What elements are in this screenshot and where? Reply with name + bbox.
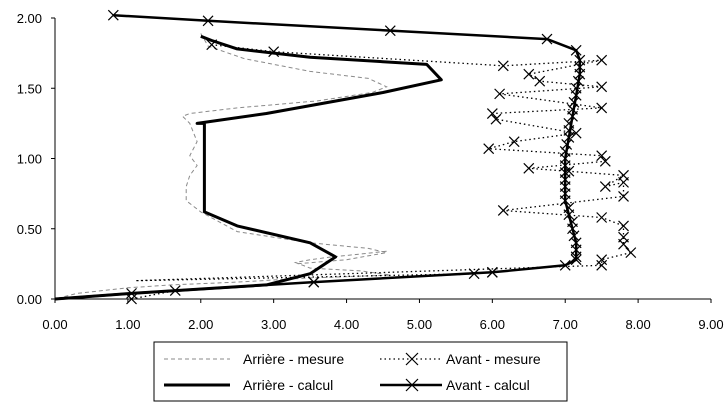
- data-point-avant-mesure: [523, 68, 535, 80]
- legend-label-avant-calcul: Avant - calcul: [446, 377, 530, 393]
- x-tick-label: 5.00: [407, 317, 432, 332]
- y-tick-label: 2.00: [17, 11, 42, 26]
- data-point-avant-calcul: [384, 25, 396, 37]
- series-arriere-calcul: [54, 34, 443, 301]
- x-tick-label: 6.00: [480, 317, 505, 332]
- data-point-avant-mesure: [596, 54, 608, 66]
- legend-label-avant-mesure: Avant - mesure: [446, 351, 541, 367]
- tick-labels: 0.00 1.00 2.00 3.00 4.00 5.00 6.00 7.00 8.00 9.00…: [17, 11, 724, 332]
- data-point-avant-calcul: [559, 195, 571, 207]
- legend-item-avant-mesure: Avant - mesure: [380, 351, 541, 367]
- data-point-avant-mesure: [497, 60, 509, 72]
- data-point-avant-calcul: [572, 75, 584, 87]
- data-point-avant-calcul: [570, 44, 582, 56]
- data-point-avant-mesure: [618, 191, 629, 202]
- data-point-avant-calcul: [574, 68, 586, 80]
- data-point-avant-calcul: [202, 15, 214, 27]
- data-point-avant-mesure: [596, 259, 608, 271]
- x-tick-label: 2.00: [188, 317, 213, 332]
- data-point-avant-mesure: [483, 143, 495, 155]
- x-tick-label: 9.00: [698, 317, 723, 332]
- legend-item-arriere-mesure: Arrière - mesure: [164, 351, 344, 367]
- x-tick-label: 1.00: [115, 317, 140, 332]
- y-tick-label: 1.50: [17, 81, 42, 96]
- data-point-avant-calcul: [308, 276, 320, 288]
- x-tick-label: 4.00: [334, 317, 359, 332]
- data-point-avant-calcul: [568, 96, 580, 108]
- series-avant-calcul: [54, 9, 586, 301]
- legend-item-avant-calcul: Avant - calcul: [380, 377, 530, 393]
- data-point-avant-mesure: [570, 127, 582, 139]
- data-point-avant-mesure: [596, 212, 608, 223]
- series-line-arriere-mesure-lower: [54, 250, 391, 300]
- data-point-avant-mesure: [599, 181, 611, 193]
- x-tick-label: 0.00: [42, 317, 67, 332]
- series-line-arriere-calcul: [54, 34, 443, 301]
- data-point-avant-calcul: [126, 287, 137, 299]
- x-tick-label: 8.00: [625, 317, 650, 332]
- data-point-avant-mesure: [490, 113, 502, 125]
- y-tick-label: 0.00: [17, 292, 42, 307]
- x-tick-label: 3.00: [261, 317, 286, 332]
- data-point-avant-calcul: [563, 132, 575, 143]
- data-point-avant-mesure: [618, 231, 629, 243]
- data-point-avant-mesure: [625, 247, 637, 259]
- data-point-avant-calcul: [570, 251, 582, 263]
- series-line-arriere-mesure: [181, 33, 388, 265]
- data-point-avant-mesure: [508, 136, 520, 148]
- legend-marker-avant-mesure: [405, 352, 419, 366]
- legend-label-arriere-mesure: Arrière - mesure: [243, 351, 344, 367]
- data-point-avant-mesure: [126, 293, 137, 305]
- series-layer: [54, 9, 637, 305]
- data-point-avant-mesure: [596, 254, 608, 266]
- legend-label-arriere-calcul: Arrière - calcul: [243, 377, 333, 393]
- legend-marker-avant-calcul: [405, 378, 419, 392]
- series-line-avant-mesure: [131, 44, 632, 300]
- data-point-avant-mesure: [596, 81, 608, 93]
- data-point-avant-mesure: [618, 220, 629, 232]
- data-point-avant-mesure: [497, 205, 509, 216]
- legend-box: [153, 341, 568, 402]
- data-point-avant-mesure: [486, 108, 498, 119]
- data-point-avant-calcul: [107, 9, 119, 21]
- data-point-avant-calcul: [570, 254, 582, 266]
- data-point-avant-mesure: [596, 102, 608, 114]
- data-point-avant-mesure: [618, 169, 629, 181]
- legend: Arrière - mesure Avant - mesure Arrière …: [153, 341, 568, 402]
- data-point-avant-mesure: [599, 155, 611, 167]
- y-tick-label: 1.00: [17, 152, 42, 167]
- data-point-avant-calcul: [570, 89, 582, 101]
- data-point-avant-calcul: [567, 223, 578, 235]
- series-line-avant-calcul: [54, 13, 582, 301]
- series-arriere-mesure: [54, 33, 391, 300]
- data-point-avant-calcul: [568, 230, 580, 242]
- data-point-avant-calcul: [563, 209, 575, 221]
- data-point-avant-calcul: [561, 139, 573, 150]
- data-point-avant-mesure: [494, 88, 506, 100]
- legend-item-arriere-calcul: Arrière - calcul: [164, 377, 333, 393]
- data-point-avant-calcul: [567, 110, 578, 122]
- x-tick-label: 7.00: [553, 317, 578, 332]
- data-point-avant-mesure: [523, 162, 535, 174]
- data-point-avant-calcul: [486, 266, 498, 278]
- data-point-avant-calcul: [541, 33, 553, 45]
- data-point-avant-mesure: [534, 75, 546, 87]
- data-point-avant-mesure: [596, 150, 608, 162]
- y-tick-label: 0.50: [17, 222, 42, 237]
- data-point-avant-calcul: [559, 259, 571, 271]
- axes: [51, 17, 712, 303]
